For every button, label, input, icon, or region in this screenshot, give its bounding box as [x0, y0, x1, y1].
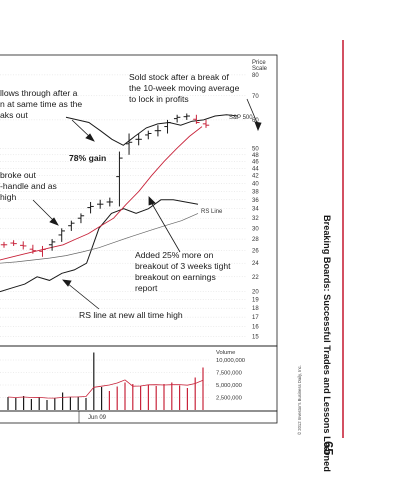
price-tick-label: 28: [252, 237, 259, 243]
price-tick-label: 20: [252, 290, 259, 296]
volume-bars: [7, 352, 204, 410]
broke-arrow: [32, 199, 56, 223]
volume-axis-title: Volume: [216, 350, 235, 356]
sp500-label: S&P 500: [229, 115, 253, 121]
broke-annotation-2: -handle and as: [0, 181, 57, 191]
volume-tick-label: 10,000,000: [216, 358, 245, 364]
price-tick-label: 16: [252, 325, 259, 331]
price-tick-label: 44: [252, 166, 259, 172]
rs-line-label: RS Line: [201, 209, 223, 215]
added-arrowhead: [148, 196, 156, 206]
follows-arrowhead: [85, 133, 95, 142]
rs-high-annotation: RS line at new all time high: [79, 310, 183, 320]
date-strip-frame: [0, 410, 278, 424]
sold-annotation-1: Sold stock after a break of: [129, 72, 229, 82]
price-tick-label: 18: [252, 306, 259, 312]
price-tick-label: 70: [252, 94, 259, 100]
price-tick-label: 38: [252, 189, 259, 195]
sp500-line: [65, 114, 239, 146]
price-axis-title-2: Scale: [252, 66, 268, 72]
callout-arrows: [32, 98, 262, 310]
price-tick-label: 60: [252, 118, 259, 124]
price-tick-label: 48: [252, 153, 259, 159]
volume-tick-label: 7,500,000: [216, 371, 242, 377]
price-tick-label: 19: [252, 298, 259, 304]
price-tick-label: 46: [252, 159, 259, 165]
follows-annotation-3: aks out: [0, 110, 28, 120]
volume-tick-label: 2,500,000: [216, 396, 242, 402]
moving-average-10wk: [0, 126, 203, 261]
price-tick-label: 15: [252, 335, 259, 341]
price-tick-label: 24: [252, 261, 259, 267]
sold-arrow: [246, 98, 259, 126]
rs-high-arrow: [66, 282, 100, 310]
follows-annotation-2: n at same time as the: [0, 99, 82, 109]
price-tick-label: 36: [252, 198, 259, 204]
page-number: 65: [321, 441, 336, 455]
broke-arrowhead: [49, 217, 59, 226]
sold-annotation-3: to lock in profits: [129, 94, 189, 104]
copyright-note: © 2012 Investor's Business Daily, Inc.: [297, 365, 302, 435]
price-tick-label: 17: [252, 315, 259, 321]
sold-arrowhead: [254, 121, 262, 132]
volume-tick-label: 5,000,000: [216, 383, 242, 389]
gain-label: 78% gain: [69, 153, 106, 163]
added-annotation-4: report: [135, 283, 158, 293]
added-annotation-2: breakout of 3 weeks tight: [135, 261, 231, 271]
price-tick-label: 32: [252, 216, 259, 222]
price-tick-label: 30: [252, 226, 259, 232]
price-tick-label: 22: [252, 275, 259, 281]
price-axis-title: Price: [252, 60, 266, 66]
price-tick-label: 26: [252, 249, 259, 255]
added-annotation-3: breakout on earnings: [135, 272, 216, 282]
price-tick-label: 40: [252, 181, 259, 187]
price-tick-label: 34: [252, 207, 259, 213]
volume-axis-labels: 10,000,000 7,500,000 5,000,000 2,500,000: [216, 358, 245, 402]
rs-high-arrowhead: [62, 279, 72, 287]
price-gridlines: [0, 74, 246, 337]
added-arrow: [150, 201, 181, 253]
price-tick-label: 42: [252, 174, 259, 180]
sold-annotation-2: the 10-week moving average: [129, 83, 240, 93]
added-annotation-1: Added 25% more on: [135, 250, 214, 260]
broke-annotation-3: high: [0, 192, 16, 202]
book-running-title: Breaking Boards: Successful Trades and L…: [322, 215, 332, 472]
price-bars: [0, 113, 210, 257]
volume-average-line: [7, 379, 204, 399]
follows-annotation-1: llows through after a: [0, 88, 78, 98]
rs-line: [0, 199, 199, 293]
broke-annotation-1: broke out: [0, 170, 36, 180]
follows-arrow: [71, 119, 92, 139]
price-tick-label: 80: [252, 73, 259, 79]
price-tick-label: 50: [252, 146, 259, 152]
date-label: Jun 09: [88, 415, 107, 421]
volume-gridlines: [0, 359, 210, 398]
